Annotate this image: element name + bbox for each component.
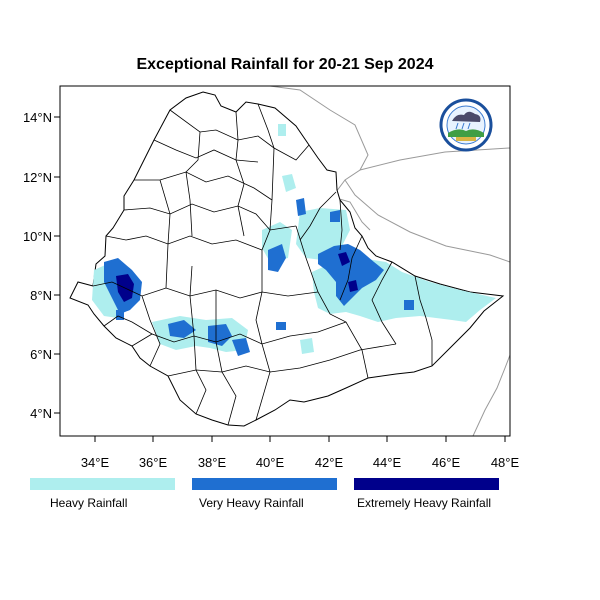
x-tick-label: 38°E <box>198 455 227 470</box>
y-tick-label: 10°N <box>23 229 52 244</box>
x-tick-label: 36°E <box>139 455 168 470</box>
very-heavy-rainfall-area-south-central <box>232 338 250 356</box>
extreme-rainfall-area-east <box>338 252 350 266</box>
rainfall-areas <box>92 124 496 356</box>
institute-logo <box>439 98 493 152</box>
legend-swatch-very-heavy <box>192 478 337 490</box>
plot-frame <box>59 85 511 437</box>
y-tick-label: 6°N <box>30 347 52 362</box>
y-tick-label: 12°N <box>23 170 52 185</box>
x-tick-label: 42°E <box>315 455 344 470</box>
neighbor-borders <box>269 86 510 436</box>
very-heavy-rainfall-area-east <box>318 244 384 306</box>
very-heavy-rainfall-area-south-cell <box>276 322 286 330</box>
heavy-rainfall-area-north-tip <box>278 124 286 136</box>
very-heavy-rainfall-area-centre <box>268 244 286 272</box>
y-tick-label: 4°N <box>30 406 52 421</box>
x-tick-label: 34°E <box>81 455 110 470</box>
country-outline <box>69 91 505 427</box>
heavy-rainfall-area-north <box>282 174 296 192</box>
x-tick-label: 46°E <box>432 455 461 470</box>
tick-marks <box>54 116 506 442</box>
very-heavy-rainfall-area-far-east <box>404 300 414 310</box>
legend-label-heavy: Heavy Rainfall <box>50 496 128 510</box>
very-heavy-rainfall-area-north <box>296 198 306 216</box>
heavy-rainfall-area-south <box>300 338 314 354</box>
x-tick-label: 44°E <box>373 455 402 470</box>
legend-swatch-extreme <box>354 478 499 490</box>
y-axis-tick-labels: 14°N 12°N 10°N 8°N 6°N 4°N <box>23 110 52 421</box>
x-tick-label: 40°E <box>256 455 285 470</box>
legend-label-extreme: Extremely Heavy Rainfall <box>357 496 492 510</box>
legend-swatch-heavy <box>30 478 175 490</box>
very-heavy-rainfall-area-south-west-cell <box>116 310 124 320</box>
very-heavy-rainfall-cells <box>104 198 414 356</box>
x-tick-label: 48°E <box>491 455 520 470</box>
extreme-rainfall-area-east-south <box>348 280 358 292</box>
very-heavy-rainfall-area-south-west <box>168 320 196 338</box>
legend-label-very-heavy: Very Heavy Rainfall <box>199 496 304 510</box>
y-tick-label: 8°N <box>30 288 52 303</box>
map-title: Exceptional Rainfall for 20-21 Sep 2024 <box>136 56 434 73</box>
y-tick-label: 14°N <box>23 110 52 125</box>
x-axis-tick-labels: 34°E 36°E 38°E 40°E 42°E 44°E 46°E 48°E <box>81 455 520 470</box>
very-heavy-rainfall-area-north-east <box>330 210 340 222</box>
very-heavy-rainfall-area-south <box>208 324 232 346</box>
admin-boundaries <box>92 103 433 426</box>
